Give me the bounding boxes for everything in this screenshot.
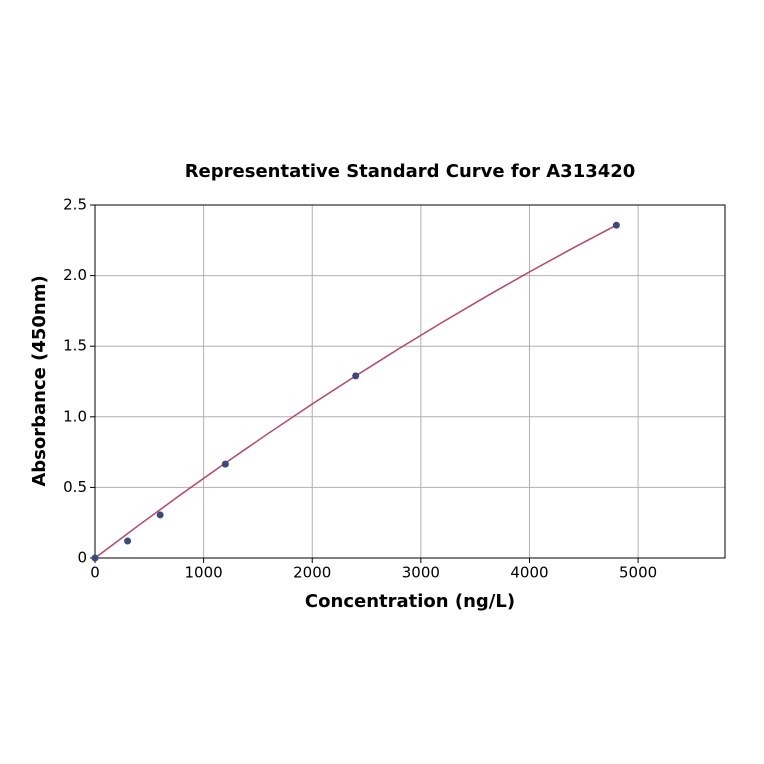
y-tick-label: 2.0 xyxy=(63,266,87,284)
y-tick-label: 0 xyxy=(77,549,87,567)
x-tick-label: 2000 xyxy=(293,564,331,582)
y-tick-label: 2.5 xyxy=(63,196,87,214)
data-point xyxy=(612,221,620,229)
y-tick-label: 1.0 xyxy=(63,407,87,425)
chart-title: Representative Standard Curve for A31342… xyxy=(185,161,636,182)
x-tick-label: 1000 xyxy=(185,564,223,582)
x-axis-label: Concentration (ng/L) xyxy=(305,591,515,612)
data-point xyxy=(156,511,164,519)
x-tick-label: 5000 xyxy=(619,564,657,582)
y-tick-label: 1.5 xyxy=(63,337,87,355)
data-point xyxy=(352,372,360,380)
x-tick-label: 3000 xyxy=(402,564,440,582)
data-point xyxy=(221,460,229,468)
x-tick-label: 0 xyxy=(90,564,100,582)
data-point xyxy=(124,537,132,545)
y-tick-label: 0.5 xyxy=(63,478,87,496)
plot-frame xyxy=(94,204,726,559)
data-point xyxy=(91,554,99,562)
y-axis-label: Absorbance (450nm) xyxy=(29,275,50,486)
x-tick-label: 4000 xyxy=(510,564,548,582)
